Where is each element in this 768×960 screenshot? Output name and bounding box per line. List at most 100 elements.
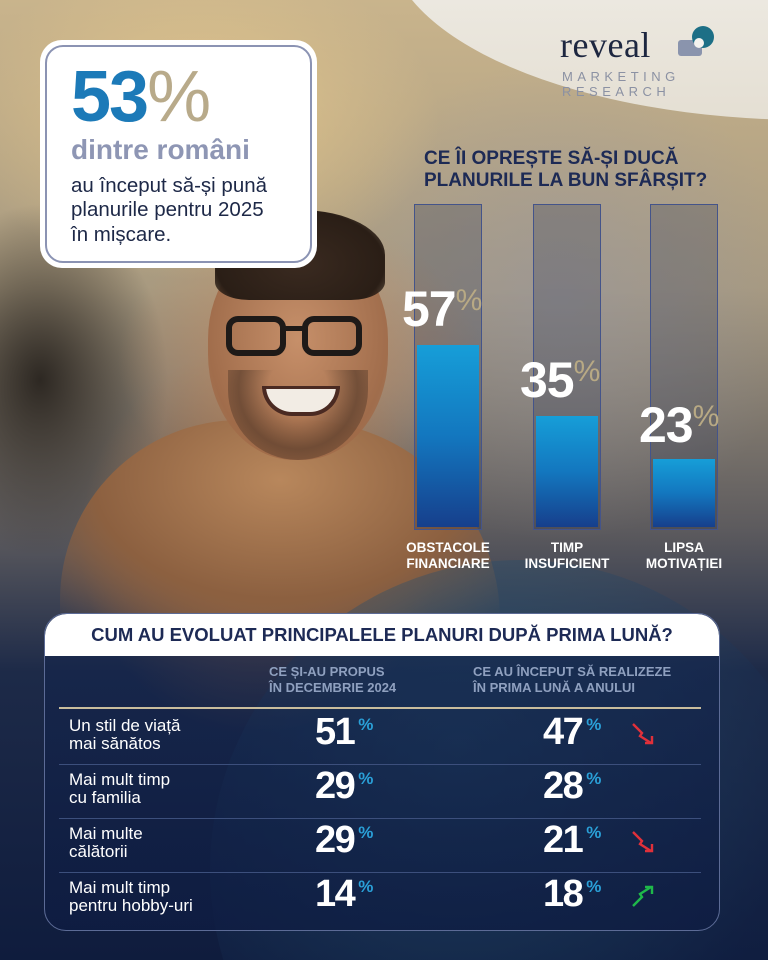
bar-value-percent: % bbox=[692, 400, 720, 433]
bar-chart-title: CE ÎI OPREȘTE SĂ-ȘI DUCĂ PLANURILE LA BU… bbox=[424, 148, 744, 192]
column-header-line2: ÎN PRIMA LUNĂ A ANULUI bbox=[473, 679, 636, 695]
row-label-line2: călătorii bbox=[69, 841, 128, 861]
bar-value-percent: % bbox=[455, 284, 483, 317]
value-first-month: 21 % bbox=[543, 821, 601, 859]
table-row: Mai mult timp cu familia 29 % 28 % bbox=[59, 765, 701, 819]
bar-label-line1: OBSTACOLE bbox=[406, 540, 490, 555]
row-label: Mai mult timp cu familia bbox=[69, 771, 170, 807]
trend-down-icon bbox=[632, 831, 654, 853]
header-divider bbox=[59, 707, 701, 709]
value-percent: % bbox=[586, 823, 602, 842]
row-label-line1: Un stil de viață bbox=[69, 716, 181, 735]
row-divider bbox=[59, 818, 701, 819]
headline-desc-line3: în mișcare. bbox=[71, 222, 172, 246]
headline-percentage: 53 % bbox=[71, 61, 310, 133]
value-first-month: 18 % bbox=[543, 875, 601, 913]
row-label-line1: Mai mult timp bbox=[69, 770, 171, 789]
value-december: 51 % bbox=[315, 713, 373, 751]
trend-up-icon bbox=[632, 885, 654, 907]
bar-value-number: 35 bbox=[520, 352, 575, 408]
bar-value-lipsa: 23 % bbox=[639, 400, 719, 450]
table-row: Mai mult timp pentru hobby-uri 14 % 18 % bbox=[59, 873, 701, 927]
headline-stat-card: 53 % dintre români au început să-și pună… bbox=[40, 40, 317, 268]
headline-subtitle: dintre români bbox=[71, 134, 250, 165]
bar-value-percent: % bbox=[573, 355, 601, 388]
logo-tagline-line2: RESEARCH bbox=[562, 83, 671, 99]
row-label-line2: pentru hobby-uri bbox=[69, 895, 193, 915]
plans-evolution-table: CUM AU EVOLUAT PRINCIPALELE PLANURI DUPĂ… bbox=[44, 613, 720, 931]
row-divider bbox=[59, 872, 701, 873]
logo-wordmark: reveal bbox=[560, 25, 651, 65]
row-label-line2: mai sănătos bbox=[69, 733, 161, 753]
row-label: Mai multe călătorii bbox=[69, 825, 143, 861]
bar-value-number: 23 bbox=[639, 397, 694, 453]
value-number: 28 bbox=[543, 765, 584, 807]
value-december: 14 % bbox=[315, 875, 373, 913]
bar-label-line1: TIMP bbox=[550, 540, 584, 555]
value-percent: % bbox=[358, 877, 374, 896]
row-label: Mai mult timp pentru hobby-uri bbox=[69, 879, 193, 915]
bar-timp-insuficient bbox=[533, 204, 601, 530]
bar-label-line2: INSUFICIENT bbox=[524, 556, 610, 572]
column-header-first-month: CE AU ÎNCEPUT SĂ REALIZEZE ÎN PRIMA LUNĂ… bbox=[473, 664, 671, 695]
headline-desc-line1: au început să-și pună bbox=[71, 173, 268, 197]
value-first-month: 28 % bbox=[543, 767, 601, 805]
bar-obstacole-financiare bbox=[414, 204, 482, 530]
value-percent: % bbox=[586, 877, 602, 896]
bar-label-lipsa: LIPSA MOTIVAȚIEI bbox=[624, 540, 744, 572]
photo-glasses-bridge bbox=[282, 326, 306, 331]
headline-description: au început să-și pună planurile pentru 2… bbox=[71, 174, 310, 248]
column-header-line1: CE AU ÎNCEPUT SĂ REALIZEZE bbox=[473, 664, 672, 679]
table-row: Mai multe călătorii 29 % 21 % bbox=[59, 819, 701, 873]
value-percent: % bbox=[586, 715, 602, 734]
value-december: 29 % bbox=[315, 767, 373, 805]
bar-value-timp: 35 % bbox=[520, 355, 600, 405]
bar-fill bbox=[653, 459, 715, 527]
row-label: Un stil de viață mai sănătos bbox=[69, 717, 181, 753]
bar-label-timp: TIMP INSUFICIENT bbox=[507, 540, 627, 572]
value-percent: % bbox=[358, 823, 374, 842]
logo-tagline: MARKETING RESEARCH bbox=[562, 69, 680, 100]
row-divider bbox=[59, 764, 701, 765]
bar-fill bbox=[536, 416, 598, 527]
column-header-line1: CE ȘI-AU PROPUS bbox=[269, 664, 385, 679]
value-number: 21 bbox=[543, 819, 584, 861]
table-title: CUM AU EVOLUAT PRINCIPALELE PLANURI DUPĂ… bbox=[45, 614, 719, 656]
value-number: 29 bbox=[315, 819, 356, 861]
value-number: 14 bbox=[315, 873, 356, 915]
row-label-line2: cu familia bbox=[69, 787, 141, 807]
headline-desc-line2: planurile pentru 2025 bbox=[71, 198, 264, 222]
row-label-line1: Mai mult timp bbox=[69, 878, 171, 897]
photo-glasses-right bbox=[302, 316, 362, 356]
headline-value: 53 bbox=[71, 57, 149, 137]
bar-label-obstacole: OBSTACOLE FINANCIARE bbox=[388, 540, 508, 572]
bar-label-line2: FINANCIARE bbox=[406, 556, 490, 572]
value-number: 47 bbox=[543, 711, 584, 753]
value-percent: % bbox=[358, 715, 374, 734]
value-first-month: 47 % bbox=[543, 713, 601, 751]
value-number: 51 bbox=[315, 711, 356, 753]
row-label-line1: Mai multe bbox=[69, 824, 143, 843]
bar-chart-title-line2: PLANURILE LA BUN SFÂRȘIT? bbox=[424, 169, 708, 191]
column-header-december: CE ȘI-AU PROPUS ÎN DECEMBRIE 2024 bbox=[269, 664, 396, 695]
bar-label-line1: LIPSA bbox=[664, 540, 704, 555]
photo-glasses-left bbox=[226, 316, 286, 356]
bar-fill bbox=[417, 345, 479, 527]
value-number: 18 bbox=[543, 873, 584, 915]
brand-logo: reveal MARKETING RESEARCH bbox=[560, 14, 750, 99]
bar-chart-title-line1: CE ÎI OPREȘTE SĂ-ȘI DUCĂ bbox=[424, 148, 679, 169]
bar-lipsa-motivatiei bbox=[650, 204, 718, 530]
table-row: Un stil de viață mai sănătos 51 % 47 % bbox=[59, 711, 701, 765]
value-percent: % bbox=[586, 769, 602, 788]
bar-value-obstacole: 57 % bbox=[402, 284, 482, 334]
headline-percent-sign: % bbox=[147, 57, 212, 137]
column-header-line2: ÎN DECEMBRIE 2024 bbox=[269, 679, 397, 695]
trend-down-icon bbox=[632, 723, 654, 745]
value-december: 29 % bbox=[315, 821, 373, 859]
value-number: 29 bbox=[315, 765, 356, 807]
logo-tagline-line1: MARKETING bbox=[562, 69, 680, 84]
value-percent: % bbox=[358, 769, 374, 788]
bar-label-line2: MOTIVAȚIEI bbox=[645, 556, 723, 572]
logo-mark-inner-circle-icon bbox=[694, 38, 704, 48]
bar-value-number: 57 bbox=[402, 281, 457, 337]
